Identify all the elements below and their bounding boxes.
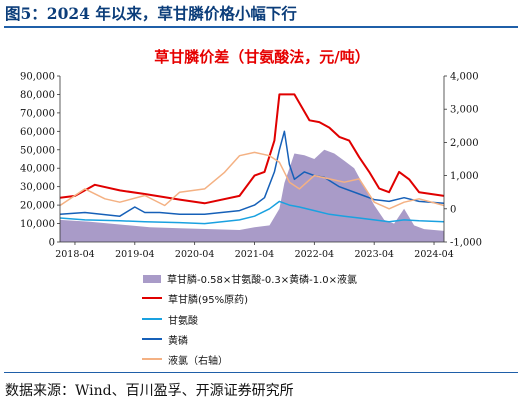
legend-swatch: [143, 275, 161, 283]
x-tick-label: 2022-04: [295, 249, 334, 260]
y-left-tick-label: 40,000: [20, 164, 55, 175]
y-left-tick-label: 20,000: [20, 201, 55, 212]
y-left-tick-label: 50,000: [20, 145, 55, 156]
x-ticks: 2018-04 2019-04 2020-04 2021-04 2022-04 2023-…: [55, 242, 454, 260]
series-area-0: [60, 149, 444, 242]
y-left-tick-label: 80,000: [20, 90, 55, 101]
legend-item-glyphosate: 草甘膦(95%原药): [142, 291, 248, 306]
y-left-tick-label: 70,000: [20, 108, 55, 119]
y-right-tick-label: 1,000: [450, 171, 479, 182]
legend-swatch: [142, 318, 162, 320]
y-left-tick-label: 0: [49, 238, 55, 249]
x-tick-label: 2023-04: [354, 249, 393, 260]
series-line-3: [59, 130, 445, 217]
y-left-ticks: 0 10,000 20,000 30,000 40,000 50,000 60,000 70,…: [20, 72, 60, 249]
y-right-tick-label: 4,000: [450, 72, 479, 83]
x-tick-label: 2021-04: [235, 249, 274, 260]
series-line-1: [59, 93, 445, 205]
y-right-tick-label: 3,000: [450, 105, 479, 116]
y-right-tick-label: 2,000: [450, 138, 479, 149]
y-right-tick-label: -1,000: [450, 238, 482, 249]
plot-area: [59, 76, 445, 243]
y-left-tick-label: 10,000: [20, 219, 55, 230]
x-tick-label: 2019-04: [115, 249, 154, 260]
legend-swatch: [142, 358, 162, 360]
y-left-tick-label: 60,000: [20, 127, 55, 138]
legend-item-phosphorus: 黄磷: [142, 332, 188, 347]
y-right-ticks: -1,000 0 1,000 2,000 3,000 4,000: [444, 72, 482, 249]
legend-swatch: [142, 297, 162, 299]
chart-title: 草甘膦价差（甘氨酸法，元/吨）: [154, 48, 369, 66]
series-line-4: [59, 151, 445, 210]
area-layer: [60, 149, 444, 242]
legend-item-spread: 草甘膦-0.58×甘氨酸-0.3×黄磷-1.0×液氯: [142, 271, 357, 286]
y-left-tick-label: 90,000: [20, 72, 55, 83]
figure-title: 图5：2024 年以来，草甘膦价格小幅下行: [5, 4, 297, 23]
series-line-2: [59, 200, 445, 225]
y-right-tick-label: 0: [450, 204, 456, 215]
x-tick-label: 2018-04: [55, 249, 94, 260]
source-note: 数据来源：Wind、百川盈孚、开源证券研究所: [5, 383, 294, 399]
legend-swatch: [142, 338, 162, 340]
source-rule: [4, 372, 518, 373]
y-left-tick-label: 30,000: [20, 182, 55, 193]
x-tick-label: 2020-04: [175, 249, 214, 260]
legend-item-liquid-chlorine: 液氯（右轴）: [142, 352, 228, 367]
title-rule: [4, 26, 518, 28]
x-tick-label: 2024-04: [414, 249, 453, 260]
line-layer: [59, 93, 445, 225]
chart: 草甘膦价差（甘氨酸法，元/吨） 0 10,000 20,000 30,000 40,00…: [20, 48, 482, 260]
legend-item-glycine: 甘氨酸: [142, 312, 198, 327]
